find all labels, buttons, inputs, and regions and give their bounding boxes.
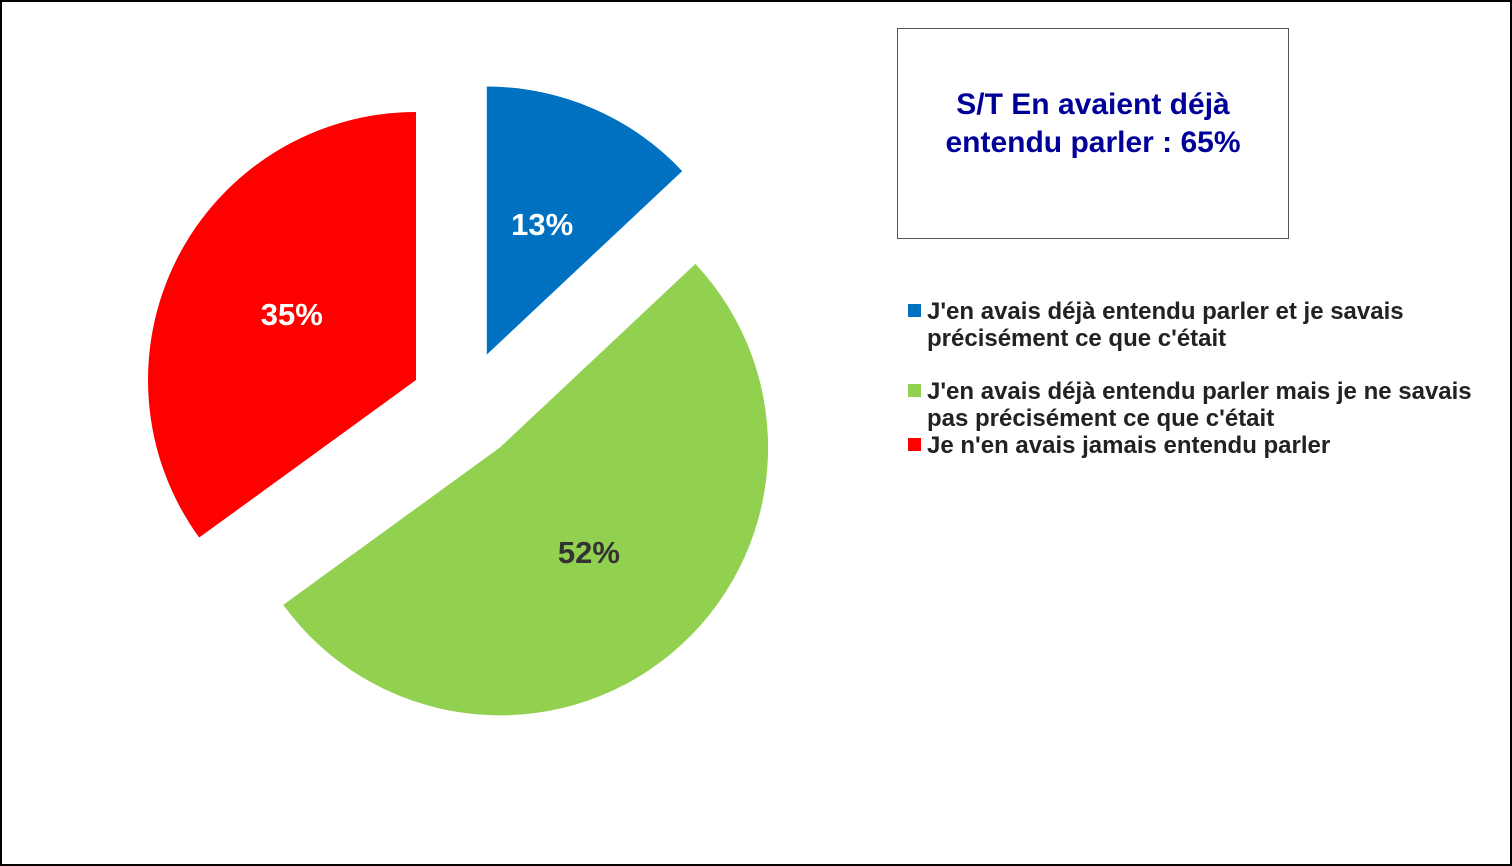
annotation: S/T En avaient déjà entendu parler : 65% xyxy=(897,28,1289,239)
legend-item: J'en avais déjà entendu parler et je sav… xyxy=(908,298,1503,352)
legend-swatch xyxy=(908,438,921,451)
data-label: 52% xyxy=(558,535,620,570)
legend-swatch xyxy=(908,304,921,317)
data-label: 35% xyxy=(261,297,323,332)
pie-slice xyxy=(283,263,769,716)
legend-swatch xyxy=(908,384,921,397)
pie-slice xyxy=(147,112,416,538)
legend-item: Je n'en avais jamais entendu parler xyxy=(908,432,1503,459)
pie-slice xyxy=(486,86,683,355)
legend-label: J'en avais déjà entendu parler et je sav… xyxy=(927,298,1404,352)
legend-label: J'en avais déjà entendu parler mais je n… xyxy=(927,378,1472,432)
legend-label: Je n'en avais jamais entendu parler xyxy=(927,432,1331,459)
legend: J'en avais déjà entendu parler et je sav… xyxy=(908,298,1503,485)
data-label: 13% xyxy=(511,207,573,242)
legend-item: J'en avais déjà entendu parler mais je n… xyxy=(908,378,1503,432)
